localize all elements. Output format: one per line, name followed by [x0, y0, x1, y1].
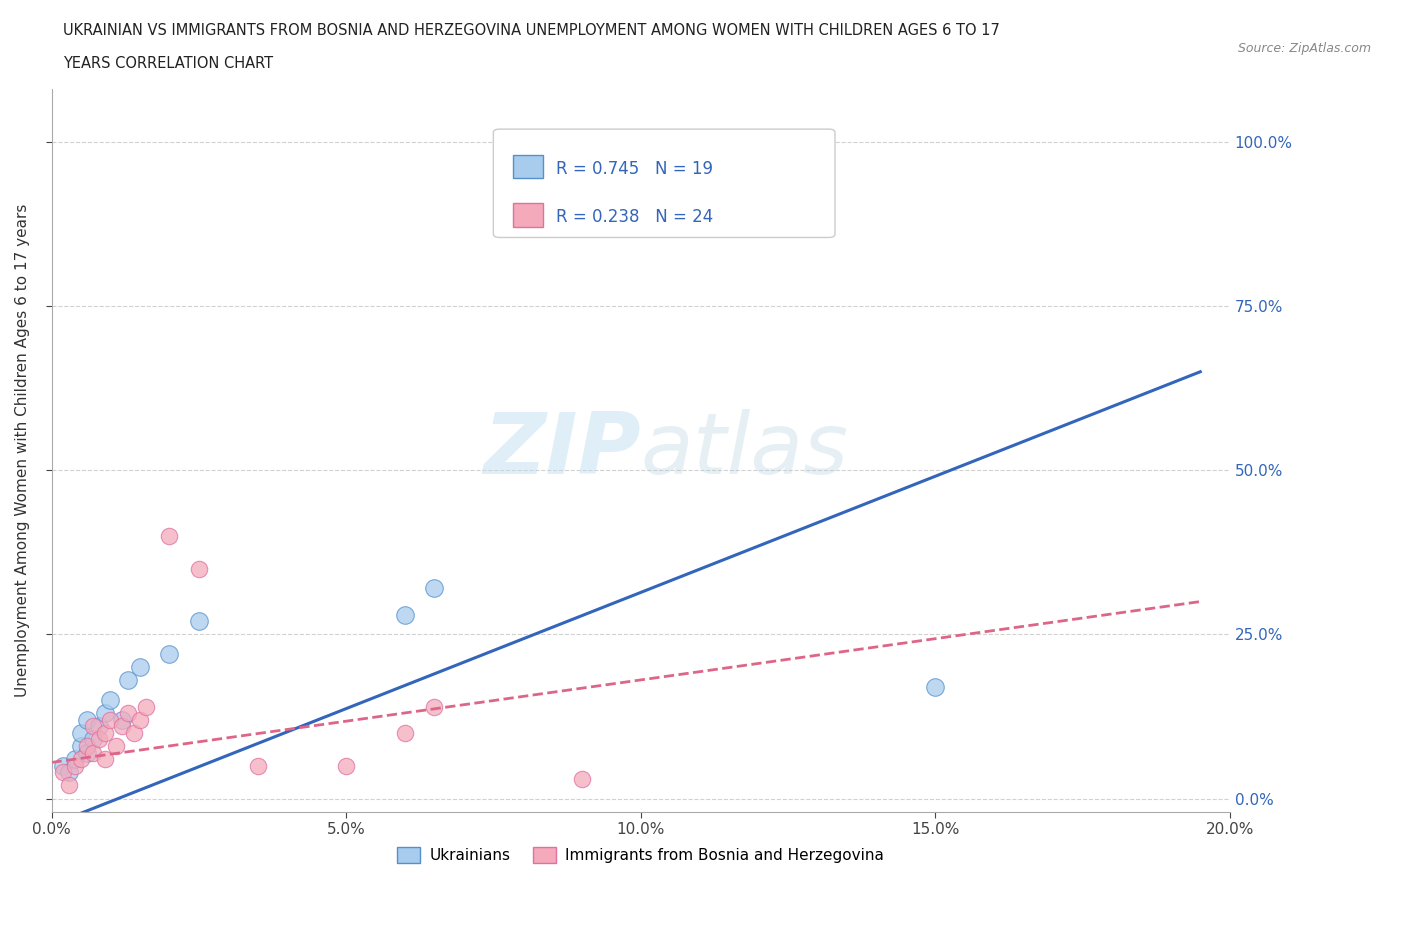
Point	[394, 607, 416, 622]
Legend: Ukrainians, Immigrants from Bosnia and Herzegovina: Ukrainians, Immigrants from Bosnia and H…	[391, 841, 890, 869]
Point	[58, 778, 80, 793]
Point	[187, 562, 209, 577]
Point	[105, 738, 128, 753]
Point	[187, 614, 209, 629]
Point	[52, 764, 75, 779]
Point	[70, 751, 93, 766]
Point	[82, 719, 104, 734]
Point	[111, 719, 134, 734]
Point	[128, 712, 150, 727]
Point	[100, 693, 122, 708]
Text: R = 0.745   N = 19: R = 0.745 N = 19	[555, 160, 713, 178]
Point	[76, 745, 98, 760]
Point	[423, 699, 446, 714]
Point	[246, 758, 269, 773]
Point	[335, 758, 357, 773]
Point	[70, 725, 93, 740]
FancyBboxPatch shape	[494, 129, 835, 237]
Point	[63, 751, 86, 766]
Point	[76, 738, 98, 753]
Text: atlas: atlas	[641, 409, 849, 492]
Point	[76, 712, 98, 727]
Point	[117, 673, 139, 688]
Text: ZIP: ZIP	[484, 409, 641, 492]
Point	[111, 712, 134, 727]
Point	[122, 725, 145, 740]
Point	[117, 706, 139, 721]
Point	[63, 758, 86, 773]
Point	[394, 725, 416, 740]
Point	[100, 712, 122, 727]
Point	[70, 738, 93, 753]
Point	[87, 719, 110, 734]
FancyBboxPatch shape	[513, 154, 543, 179]
Point	[82, 745, 104, 760]
Point	[82, 732, 104, 747]
Text: Source: ZipAtlas.com: Source: ZipAtlas.com	[1237, 42, 1371, 55]
Y-axis label: Unemployment Among Women with Children Ages 6 to 17 years: Unemployment Among Women with Children A…	[15, 204, 30, 698]
Point	[924, 680, 946, 695]
Point	[93, 725, 115, 740]
Point	[128, 659, 150, 674]
Point	[93, 751, 115, 766]
FancyBboxPatch shape	[513, 203, 543, 227]
Point	[58, 764, 80, 779]
Text: R = 0.238   N = 24: R = 0.238 N = 24	[555, 208, 713, 226]
Point	[135, 699, 157, 714]
Point	[93, 706, 115, 721]
Text: YEARS CORRELATION CHART: YEARS CORRELATION CHART	[63, 56, 273, 71]
Point	[157, 646, 180, 661]
Point	[571, 771, 593, 786]
Point	[87, 732, 110, 747]
Text: UKRAINIAN VS IMMIGRANTS FROM BOSNIA AND HERZEGOVINA UNEMPLOYMENT AMONG WOMEN WIT: UKRAINIAN VS IMMIGRANTS FROM BOSNIA AND …	[63, 23, 1000, 38]
Point	[52, 758, 75, 773]
Point	[423, 581, 446, 596]
Point	[157, 528, 180, 543]
